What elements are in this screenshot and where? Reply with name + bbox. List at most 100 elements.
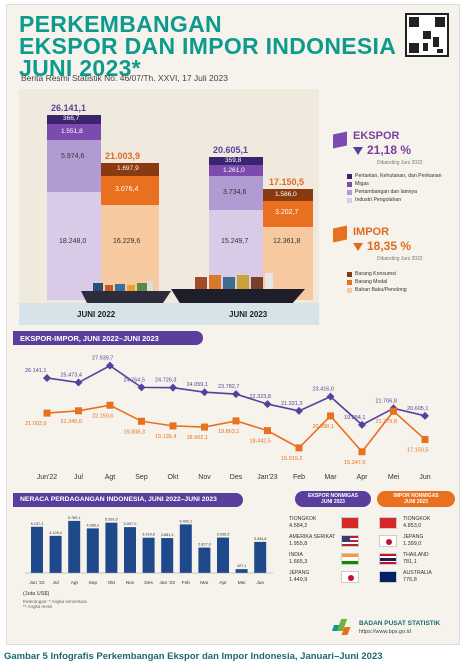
imp23-raw-label: 12.361,8 [273,238,301,245]
export-value-label: 25.473,4 [61,373,82,379]
bar-category-label: Jun [256,580,264,586]
nonmigas-country: JEPANG [289,570,310,576]
legend-mining-swatch [347,190,352,195]
legend-migas-swatch [347,182,352,187]
export-value-label: 21.321,3 [281,401,302,407]
footer-url[interactable]: https://www.bps.go.id [359,629,411,635]
import-value-label: 15.919,2 [281,456,302,462]
trade-balance-bar [49,535,62,573]
bar-category-label: Jun '22 [29,580,45,586]
bar-value-label: 3.881,3 [161,533,174,537]
bar-category-label: Jan '23 [160,580,176,586]
bar-value-label: 3.936,5 [217,533,230,537]
trade-balance-bar [235,569,248,573]
flag-tiongkok-icon [341,517,359,529]
import-point [295,444,303,452]
bar-value-label: 4.956,2 [86,523,99,527]
export-value-label: 23.782,7 [218,384,239,390]
nonmigas-country: JEPANG [403,534,424,540]
export-value-label: 22.323,8 [250,394,271,400]
x-tick-label: Jun'22 [37,474,58,481]
nonmigas-country: AMERIKA SERIKAT [289,534,336,540]
import-value-label: 19.863,1 [218,429,239,435]
exp23-migas [209,165,263,176]
exp23-agri [209,157,263,165]
bar-value-label: 5.591,0 [105,518,118,522]
trade-balance-bar [161,538,174,573]
exp22-agri-label: 366,7 [63,115,80,122]
cargo-ship-illustration-2022 [81,281,171,303]
nonmigas-value: 781,1 [403,559,417,565]
imp23-capital [263,201,313,227]
trade-balance-bar-chart: 5.137,2 Jun '22 4.128,4 Jul 5.789,1 Agt 4.956,… [25,516,273,586]
bar-category-label: Apr [219,580,227,586]
x-tick-label: Des [230,474,243,481]
flag-australia-icon [379,571,397,583]
exp22-industry [47,192,101,300]
nonmigas-export-header: EKSPOR NONMIGAS JUNI 2023 [295,491,371,507]
exp23-agri-label: 359,8 [225,157,242,164]
export-point [43,373,51,382]
impor-cube-icon [333,225,347,243]
export-point [358,420,366,429]
import-value-label: 22.150,6 [92,413,113,419]
impor-label: IMPOR [353,226,390,238]
legend-consumer: Barang Konsumsi [355,271,396,277]
ekspor-change: 21,18 % [367,143,412,157]
bar-category-label: Agt [71,580,79,586]
imp22-consumer [101,163,159,176]
exp23-mining [209,176,263,210]
footer-org: BADAN PUSAT STATISTIK [359,620,441,627]
legend-capital: Barang Modal [355,279,388,285]
infographic-poster: PERKEMBANGAN EKSPOR DAN IMPOR INDONESIA … [6,4,460,645]
figure-caption: Gambar 5 Infografis Perkembangan Ekspor … [4,651,383,662]
exp23-industry-label: 15.249,7 [221,238,249,245]
x-tick-label: Apr [357,474,369,481]
trade-balance-bar [68,520,81,573]
bar-value-label: 2.827,9 [198,543,211,547]
x-tick-label: Agt [105,474,116,481]
import-value-label: 18.442,5 [250,439,271,445]
nonmigas-value: 776,8 [403,577,417,583]
trade-balance-bar [217,537,229,573]
qr-code[interactable] [405,13,449,57]
bar-value-label: 5.137,2 [31,522,44,526]
flag-jepang-icon [379,535,397,547]
flag-thailand-icon [379,553,397,565]
import-value-label: 19.808,3 [124,429,145,435]
flag-tiongkok-icon [379,517,397,529]
bar-category-label: Nov [126,580,135,586]
exp22-agri [47,115,101,124]
export-value-label: 24.059,1 [187,382,208,388]
imp23-capital-label: 3.202,7 [275,209,299,216]
export-value-label: 27.939,7 [92,356,113,362]
export-point [200,388,209,397]
bar-unit: (Juta US$) [23,591,50,597]
import-point [232,417,240,425]
export-point [421,411,429,420]
flag-jepang-icon [341,571,359,583]
legend-consumer-swatch [347,272,352,277]
imp23-consumer-label: 1.586,0 [275,191,297,198]
imp22-raw-label: 16.229,6 [113,238,141,245]
export-import-line-chart: 26.141,1 25.473,4 27.939,7 24.764,5 24.726,3… [25,356,431,481]
nonmigas-country: TIONGKOK [289,516,317,522]
trade-balance-bar [31,526,43,573]
import-value-label: 21.345,0 [61,419,82,425]
label-june-2022: JUNI 2022 [77,310,116,319]
import-value-label: 15.347,6 [344,460,365,466]
subtitle: Berita Resmi Statistik No. 46/07/Th. XXV… [21,73,228,83]
import-value-label: 21.003,9 [25,421,46,427]
bar-category-label: Sep [89,580,98,586]
import-point [138,417,145,425]
x-tick-label: Mar [324,474,337,481]
export-point [232,390,240,399]
ekspor-note: Dibanding Juni 2022 [377,160,423,166]
import-point [75,407,82,415]
export-value-label: 24.726,3 [155,378,176,384]
export-total-2022: 26.141,1 [51,103,87,113]
imp22-capital-label: 3.076,4 [115,186,139,193]
import-value-label: 18.962,1 [187,435,208,441]
bar-value-label: 5.789,1 [68,516,81,520]
import-point [358,448,366,456]
